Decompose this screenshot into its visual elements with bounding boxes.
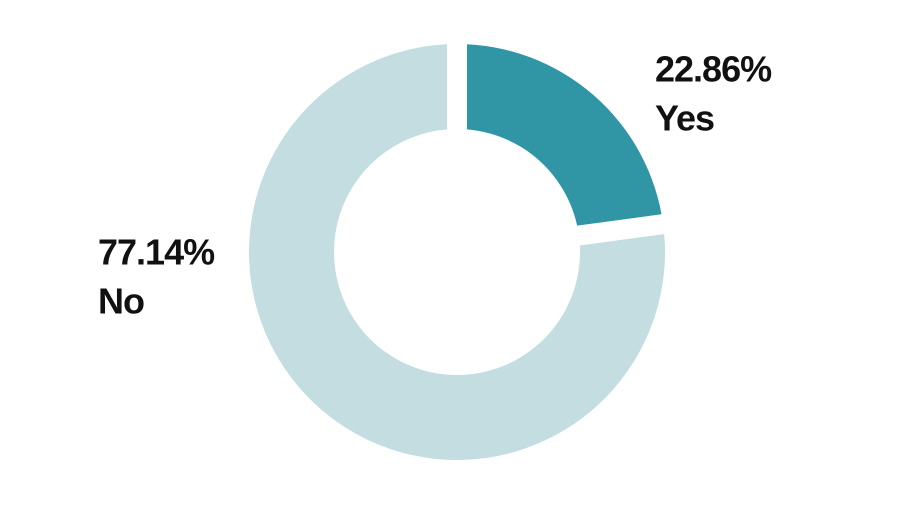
slice-separator (572, 213, 670, 247)
slice (249, 44, 665, 460)
category-label: No (98, 281, 144, 322)
category-label: Yes (655, 98, 714, 139)
slice (457, 44, 664, 236)
value-label: 22.86% (655, 49, 772, 90)
value-label: 77.14% (98, 232, 215, 273)
